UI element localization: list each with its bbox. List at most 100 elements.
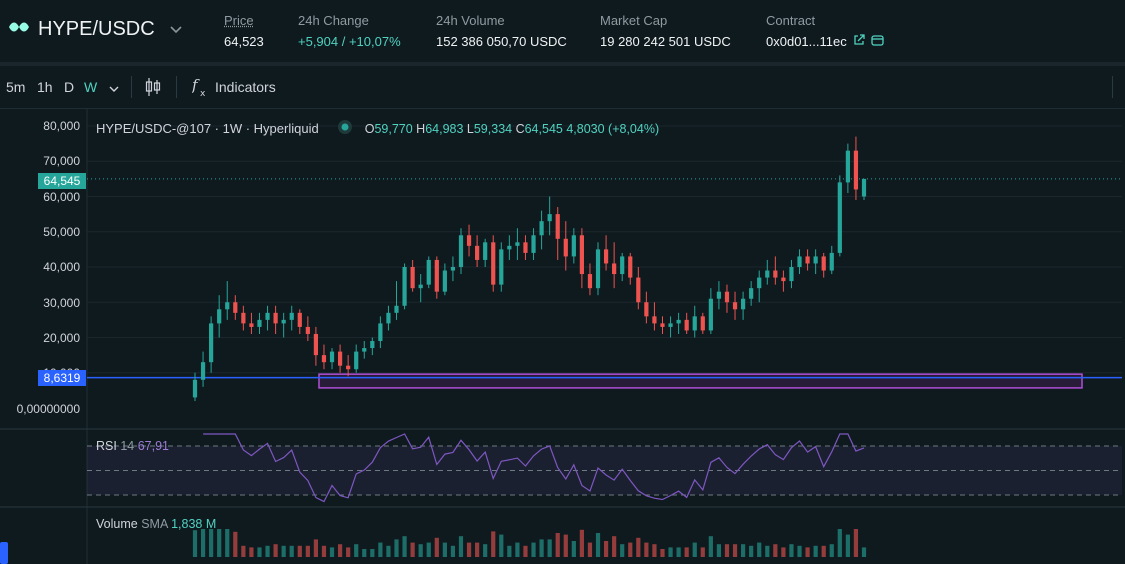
- volume-bar: [773, 544, 778, 557]
- volume-bar: [563, 534, 568, 557]
- candle-body: [241, 312, 246, 324]
- candle-body: [426, 259, 431, 285]
- candle-body: [491, 242, 496, 285]
- volume-bar: [837, 529, 842, 557]
- candle-body: [257, 319, 262, 327]
- eye-icon[interactable]: [337, 119, 353, 138]
- chart-area[interactable]: 80,000 70,000 60,000 50,000 40,000 30,00…: [0, 109, 1125, 564]
- candle-body: [483, 242, 488, 260]
- candle-body: [708, 298, 713, 331]
- timeframe-d[interactable]: D: [64, 79, 75, 95]
- copy-icon[interactable]: [871, 34, 884, 49]
- horizontal-line-tag[interactable]: 8,6319: [38, 370, 86, 386]
- indicators-button[interactable]: Indicators: [215, 79, 276, 95]
- volume-bar: [281, 545, 286, 557]
- candle-body: [732, 302, 738, 310]
- volume-bar: [483, 544, 488, 557]
- candle-body: [337, 351, 343, 366]
- candle-body: [813, 256, 818, 264]
- candle-body: [539, 221, 544, 236]
- candle-body: [587, 274, 593, 289]
- candle-body: [450, 267, 456, 271]
- candle-body: [765, 270, 770, 278]
- timeframe-w[interactable]: W: [84, 79, 98, 95]
- candle-body: [362, 348, 367, 352]
- volume-legend: Volume SMA 1,838 M: [96, 517, 216, 531]
- volume-bar: [805, 547, 810, 557]
- volume-bar: [233, 531, 238, 557]
- timeframe-1h[interactable]: 1h: [37, 79, 53, 95]
- volume-bar: [732, 544, 738, 557]
- candle-body: [289, 312, 294, 320]
- toolbar-divider: [1112, 76, 1113, 98]
- price-tick: 60,000: [43, 190, 80, 204]
- candle-body: [281, 319, 286, 324]
- chevron-down-icon[interactable]: [109, 80, 119, 98]
- candle-body: [346, 365, 351, 370]
- candle-body: [603, 249, 609, 264]
- candle-body: [700, 316, 705, 331]
- volume-bar: [845, 534, 850, 557]
- pair-name: HYPE/USDC: [38, 18, 155, 40]
- candle-body: [571, 235, 576, 257]
- candle-body: [265, 312, 270, 320]
- candle-body: [676, 319, 681, 324]
- pair-selector[interactable]: HYPE/USDC: [8, 18, 183, 41]
- timeframe-5m[interactable]: 5m: [6, 79, 26, 95]
- volume-bar: [708, 536, 713, 557]
- candlestick-type-icon[interactable]: [145, 77, 161, 102]
- svg-text:x: x: [200, 89, 206, 98]
- candle-body: [225, 302, 230, 310]
- candle-body: [321, 355, 327, 363]
- candle-body: [249, 323, 254, 327]
- volume-bar: [765, 545, 770, 557]
- volume-bar: [370, 549, 375, 557]
- market-header: HYPE/USDC Price 64,523 24h Change +5,904…: [0, 0, 1125, 63]
- volume-bar: [547, 539, 552, 557]
- volume-bar: [362, 549, 367, 557]
- candle-body: [402, 267, 407, 306]
- volume-bar: [297, 545, 302, 557]
- rsi-length: 14: [120, 439, 135, 453]
- rsi-label: RSI: [96, 439, 117, 453]
- candle-body: [789, 267, 794, 282]
- candle-body: [475, 245, 480, 260]
- volume-bar: [337, 544, 343, 557]
- mcap-value: 19 280 242 501 USDC: [600, 34, 731, 49]
- contract-value[interactable]: 0x0d01...11ec: [766, 34, 847, 49]
- candle-body: [628, 256, 633, 278]
- volume-bar: [700, 547, 705, 557]
- volume-bar: [531, 542, 536, 557]
- volume-bar: [781, 547, 786, 557]
- price-tick: 30,000: [43, 296, 80, 310]
- price-value: 64,523: [224, 34, 264, 49]
- change-stat: 24h Change +5,904 / +10,07%: [298, 13, 401, 49]
- candle-body: [394, 305, 399, 313]
- scroll-handle: [0, 542, 8, 564]
- candle-body: [458, 235, 464, 267]
- volume-bar: [426, 542, 431, 557]
- candle-body: [781, 277, 786, 282]
- candle-body: [378, 323, 383, 342]
- volume-bar: [676, 547, 681, 557]
- candle-body: [652, 316, 657, 324]
- change-value: 4,8030 (+8,04%): [566, 121, 660, 136]
- candle-body: [805, 256, 810, 264]
- candle-body: [192, 379, 198, 398]
- volume-bar: [410, 542, 415, 557]
- price-tick: 70,000: [43, 154, 80, 168]
- volume-bar: [249, 547, 254, 557]
- candle-body: [547, 214, 552, 222]
- volume-bar: [257, 547, 262, 557]
- candle-body: [660, 323, 665, 327]
- chevron-down-icon[interactable]: [169, 22, 183, 38]
- high-value: 64,983: [425, 121, 464, 136]
- volume-bar: [402, 536, 407, 557]
- external-link-icon[interactable]: [853, 34, 865, 49]
- volume-bar: [652, 544, 657, 557]
- candle-body: [845, 150, 850, 183]
- price-chart[interactable]: [0, 109, 1125, 564]
- volume-bar: [636, 537, 641, 557]
